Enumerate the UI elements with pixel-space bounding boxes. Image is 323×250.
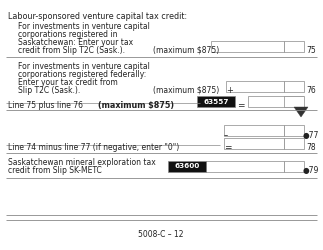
Text: credit from Slip SK-METC: credit from Slip SK-METC: [8, 166, 102, 175]
Bar: [224, 138, 284, 149]
Bar: [284, 96, 304, 107]
Text: corporations registered federally:: corporations registered federally:: [18, 70, 146, 79]
Bar: [226, 81, 284, 92]
Text: –: –: [224, 131, 228, 140]
Text: (maximum $875): (maximum $875): [153, 46, 219, 55]
Text: Line 75 plus line 76: Line 75 plus line 76: [8, 101, 83, 110]
Text: =: =: [224, 143, 232, 152]
Text: 63557: 63557: [203, 98, 229, 104]
Bar: [206, 161, 284, 172]
Bar: [248, 96, 303, 107]
Text: Saskatchewan: Enter your tax: Saskatchewan: Enter your tax: [18, 38, 133, 47]
Text: credit from Slip T2C (Sask.).: credit from Slip T2C (Sask.).: [18, 46, 125, 55]
Text: Slip T2C (Sask.).: Slip T2C (Sask.).: [18, 86, 80, 95]
Text: Line 74 minus line 77 (if negative, enter "0"): Line 74 minus line 77 (if negative, ente…: [8, 143, 179, 152]
Text: Saskatchewan mineral exploration tax: Saskatchewan mineral exploration tax: [8, 158, 156, 167]
Text: 75: 75: [306, 46, 316, 55]
Text: +: +: [226, 86, 233, 95]
Text: (maximum $875): (maximum $875): [153, 86, 219, 95]
Text: 78: 78: [306, 143, 316, 152]
Text: ●77: ●77: [303, 131, 319, 140]
Text: (maximum $875): (maximum $875): [98, 101, 174, 110]
Polygon shape: [294, 107, 308, 117]
Text: corporations registered in: corporations registered in: [18, 30, 118, 39]
Bar: [224, 125, 284, 136]
Text: 5008-C – 12: 5008-C – 12: [138, 230, 184, 239]
Bar: [284, 125, 304, 136]
Bar: [284, 138, 304, 149]
Text: ●79: ●79: [303, 166, 319, 175]
Bar: [284, 161, 304, 172]
Bar: [168, 161, 206, 172]
Bar: [284, 81, 304, 92]
Bar: [284, 41, 304, 52]
Text: Labour-sponsored venture capital tax credit:: Labour-sponsored venture capital tax cre…: [8, 12, 187, 21]
Text: 63600: 63600: [174, 164, 200, 170]
Text: =: =: [237, 101, 245, 110]
Text: For investments in venture capital: For investments in venture capital: [18, 22, 150, 31]
Text: For investments in venture capital: For investments in venture capital: [18, 62, 150, 71]
Text: Enter your tax credit from: Enter your tax credit from: [18, 78, 118, 87]
Text: 76: 76: [306, 86, 316, 95]
Bar: [197, 96, 235, 107]
Bar: [211, 41, 284, 52]
